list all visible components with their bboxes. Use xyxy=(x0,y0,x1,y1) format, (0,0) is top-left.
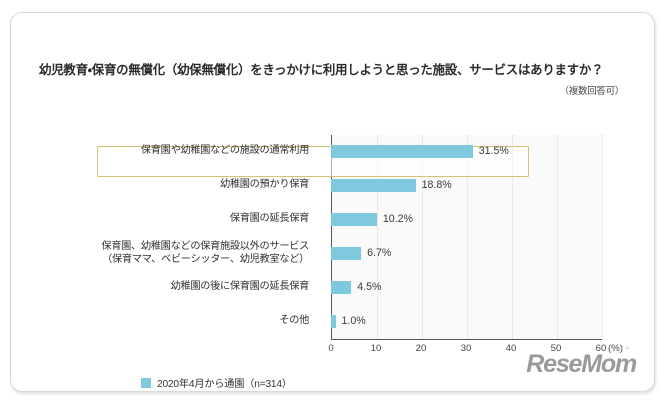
bar xyxy=(331,213,377,226)
category-label: 幼稚園の預かり保育 xyxy=(220,179,309,190)
legend-swatch-icon xyxy=(141,377,151,388)
x-tick-label-40: 40 xyxy=(505,343,517,354)
bar xyxy=(331,145,473,158)
x-tick-label-60: 60 xyxy=(595,343,607,354)
x-tick-label-50: 50 xyxy=(550,343,562,354)
logo-wordmark: ReseMom xyxy=(526,350,637,378)
bar-value-label: 18.8% xyxy=(421,179,452,191)
bar-value-label: 31.5% xyxy=(478,145,509,157)
gridline-30 xyxy=(467,135,468,339)
page-title: 幼児教育・保育の無償化（幼保無償化）をきっかけに利用しようと思った施設、サービス… xyxy=(39,63,604,77)
category-label: 幼稚園の後に保育園の延長保育 xyxy=(170,281,310,292)
bar-row: その他 1.0% xyxy=(11,315,656,349)
bar-row: 保育園や幼稚園などの施設の通常利用 31.5% xyxy=(11,145,656,179)
bar xyxy=(331,179,416,192)
x-tick-label-0: 0 xyxy=(328,343,334,354)
category-label: 保育園、幼稚園などの保育施設以外のサービス （保育ママ、ベビーシッター、幼児教室… xyxy=(101,241,309,265)
bar-row: 保育園の延長保育 10.2% xyxy=(11,213,656,247)
bar-row: 幼稚園の預かり保育 18.8% xyxy=(11,179,656,213)
bar-value-label: 1.0% xyxy=(341,315,366,327)
x-tick-label-20: 20 xyxy=(415,343,427,354)
bar xyxy=(331,247,362,260)
legend-label: 2020年4月から通園（n=314） xyxy=(157,379,292,390)
x-tick-label-10: 10 xyxy=(370,343,382,354)
bar-row: 幼稚園の後に保育園の延長保育 4.5% xyxy=(11,281,656,315)
gridline-20 xyxy=(422,135,423,339)
bar-value-label: 6.7% xyxy=(367,247,392,259)
gridline-10 xyxy=(377,135,378,339)
subtitle-multiple-answers: （複数回答可） xyxy=(559,86,625,97)
logo-superscript: リセマム xyxy=(607,345,631,351)
bar xyxy=(331,281,352,294)
gridline-50 xyxy=(557,135,558,339)
category-label: その他 xyxy=(279,315,309,326)
gridline-60 xyxy=(602,135,603,339)
chart-legend: 2020年4月から通園（n=314） xyxy=(141,375,292,390)
bar xyxy=(331,315,336,328)
gridline-40 xyxy=(512,135,513,339)
bar-value-label: 10.2% xyxy=(382,213,413,225)
bar-value-label: 4.5% xyxy=(357,281,382,293)
chart-card: 幼児教育・保育の無償化（幼保無償化）をきっかけに利用しようと思った施設、サービス… xyxy=(10,12,655,392)
x-axis-unit-label: (%) xyxy=(608,343,623,354)
x-tick-label-30: 30 xyxy=(460,343,472,354)
resemom-logo: リセマム ReseMom xyxy=(526,345,637,378)
bar-row: 保育園、幼稚園などの保育施設以外のサービス （保育ママ、ベビーシッター、幼児教室… xyxy=(11,241,656,281)
category-label: 保育園や幼稚園などの施設の通常利用 xyxy=(140,145,309,156)
category-label: 保育園の延長保育 xyxy=(229,213,309,224)
